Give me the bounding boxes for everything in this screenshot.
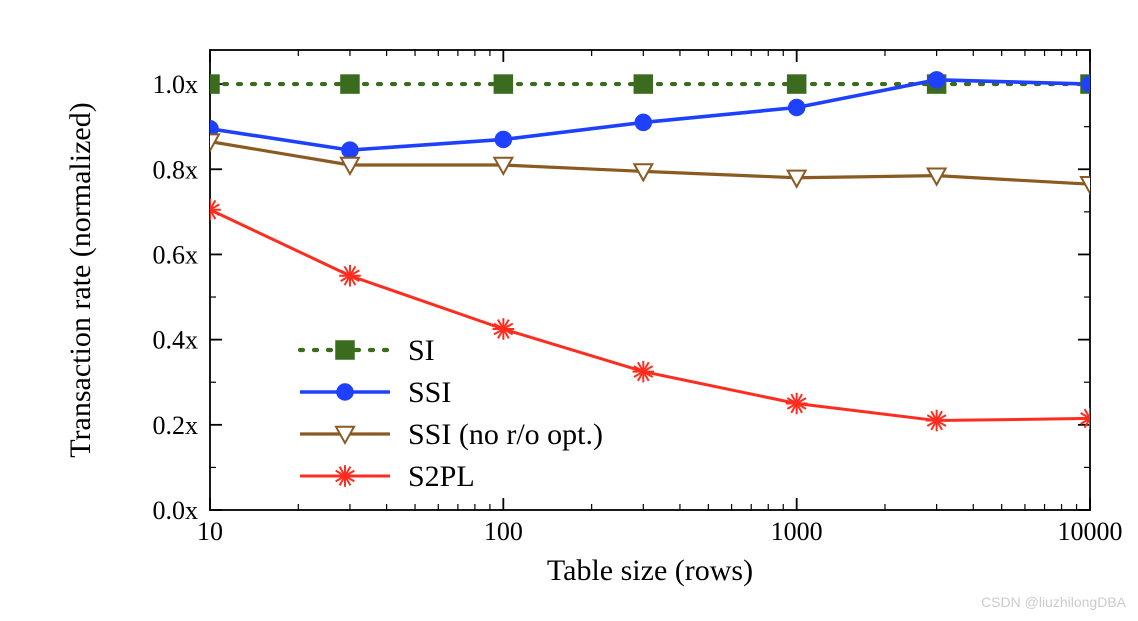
y-tick-label: 0.2x [153, 411, 199, 440]
y-tick-label: 0.4x [153, 326, 199, 355]
y-axis-label: Transaction rate (normalized) [64, 102, 97, 457]
legend-label: SI [408, 334, 435, 367]
x-tick-label: 10000 [1058, 517, 1123, 546]
y-tick-label: 0.8x [153, 155, 199, 184]
legend-label: SSI [408, 376, 451, 409]
y-tick-label: 1.0x [153, 70, 199, 99]
x-tick-label: 100 [484, 517, 523, 546]
watermark: CSDN @liuzhilongDBA [981, 594, 1126, 610]
x-tick-label: 10 [197, 517, 223, 546]
legend-label: S2PL [408, 460, 475, 493]
x-tick-label: 1000 [771, 517, 823, 546]
y-tick-label: 0.6x [153, 240, 199, 269]
x-axis-label: Table size (rows) [547, 554, 753, 587]
y-tick-label: 0.0x [153, 496, 199, 525]
chart-container: 10 100 1000 10000 Table size (rows) 0.0x 0.2x 0… [0, 0, 1138, 616]
legend-label: SSI (no r/o opt.) [408, 418, 603, 451]
line-chart: 10 100 1000 10000 Table size (rows) 0.0x 0.2x 0… [0, 0, 1138, 616]
